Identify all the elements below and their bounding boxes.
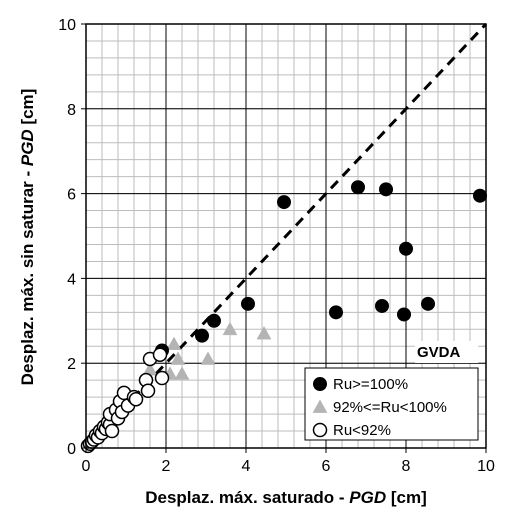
y-tick-label: 2	[67, 356, 76, 373]
data-point	[277, 195, 291, 210]
one-to-one-reference-line	[84, 22, 488, 450]
data-point	[200, 351, 216, 365]
x-tick-label: 2	[162, 458, 171, 475]
site-annotation: GVDA	[417, 344, 461, 361]
x-axis-ticks: 0 2 4 6 8 10	[82, 448, 495, 475]
x-tick-label: 6	[322, 458, 331, 475]
x-axis-label: Desplaz. máx. saturado - PGD [cm]	[145, 488, 427, 507]
legend: Ru>=100% 92%<=Ru<100% Ru<92%	[304, 367, 479, 441]
legend-marker	[313, 377, 327, 391]
x-tick-label: 4	[242, 458, 251, 475]
legend-box	[304, 367, 479, 441]
legend-label: Ru<92%	[333, 422, 391, 439]
data-point	[379, 182, 393, 197]
data-point	[152, 347, 168, 362]
x-tick-label: 0	[82, 458, 91, 475]
legend-label: 92%<=Ru<100%	[333, 399, 447, 416]
data-point	[154, 370, 170, 386]
data-point	[256, 326, 272, 340]
data-point	[397, 307, 411, 322]
data-point	[195, 328, 209, 343]
data-point	[104, 423, 120, 439]
x-tick-label: 10	[477, 458, 495, 475]
data-point	[473, 188, 487, 203]
data-points	[80, 180, 487, 454]
data-point	[174, 366, 190, 380]
y-tick-label: 8	[67, 102, 76, 119]
data-point	[128, 391, 144, 407]
x-tick-label: 8	[402, 458, 411, 475]
legend-label: Ru>=100%	[333, 376, 408, 393]
y-tick-label: 10	[58, 17, 76, 34]
legend-marker	[312, 399, 328, 413]
data-point	[222, 321, 238, 336]
data-point	[399, 241, 413, 256]
data-point	[329, 305, 343, 320]
y-tick-label: 4	[67, 271, 76, 288]
data-point	[241, 296, 255, 311]
data-point	[140, 383, 156, 399]
plot-area-border	[85, 23, 487, 449]
y-axis-ticks: 0 2 4 6 8 10	[58, 17, 86, 458]
y-axis-label: Desplaz. máx. sin saturar - PGD [cm]	[18, 89, 37, 386]
data-point	[421, 296, 435, 311]
legend-marker	[312, 422, 328, 438]
data-point	[375, 298, 389, 313]
data-point	[170, 351, 186, 365]
y-tick-label: 0	[67, 441, 76, 458]
data-point	[351, 180, 365, 195]
annotation-background	[415, 341, 478, 363]
data-point	[166, 336, 182, 350]
y-tick-label: 6	[67, 187, 76, 204]
data-point	[207, 313, 221, 328]
